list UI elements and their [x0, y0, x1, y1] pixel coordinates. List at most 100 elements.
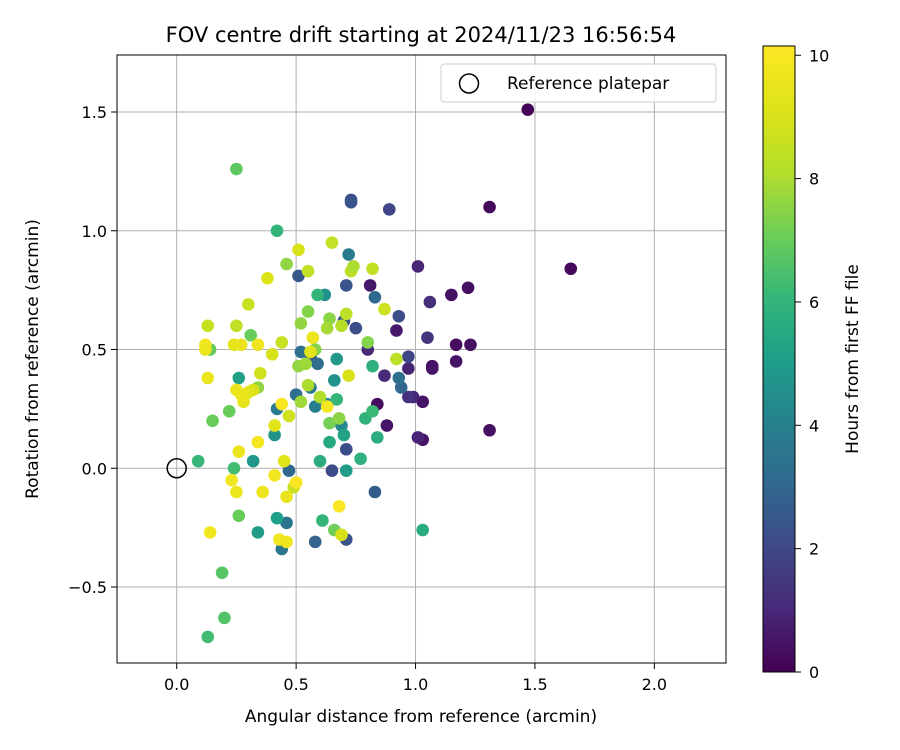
- data-point: [390, 352, 403, 366]
- reference-legend-marker: [458, 73, 480, 94]
- data-point: [299, 357, 312, 371]
- data-point: [277, 454, 291, 468]
- data-point: [392, 371, 406, 385]
- data-point: [282, 464, 296, 477]
- y-axis-label: Rotation from reference (arcmin): [23, 219, 43, 499]
- data-point: [521, 103, 535, 116]
- data-point: [294, 345, 308, 359]
- data-point: [218, 611, 231, 625]
- data-point: [316, 514, 329, 527]
- data-point: [323, 312, 336, 325]
- y-tick-label: 1.0: [82, 222, 107, 241]
- data-point: [227, 461, 241, 475]
- data-point: [354, 452, 367, 466]
- data-point: [280, 257, 293, 271]
- data-point: [392, 309, 406, 323]
- data-point: [382, 203, 396, 216]
- data-point: [251, 435, 265, 449]
- colorbar-tick-label: 4: [809, 416, 819, 435]
- chart-title: FOV centre drift starting at 2024/11/23 …: [166, 23, 677, 47]
- y-tick-label: 0.0: [82, 459, 107, 478]
- data-point: [201, 630, 215, 644]
- colorbar-label: Hours from first FF file: [843, 264, 863, 454]
- data-point: [449, 355, 463, 368]
- grid: [117, 55, 726, 663]
- reference-platepar-marker: [166, 458, 187, 479]
- data-point: [320, 400, 334, 413]
- data-point: [368, 290, 382, 304]
- data-point: [339, 279, 353, 292]
- data-point: [201, 319, 215, 333]
- data-point: [483, 200, 496, 214]
- data-point: [363, 279, 377, 292]
- data-point: [232, 509, 246, 523]
- data-point: [342, 369, 355, 382]
- data-point: [308, 535, 322, 549]
- data-point: [332, 412, 346, 425]
- x-tick-label: 0.5: [283, 675, 308, 694]
- data-point: [380, 419, 394, 432]
- data-point: [280, 490, 293, 504]
- colorbar-frame: [762, 45, 796, 673]
- data-point: [242, 298, 255, 311]
- data-point: [330, 393, 344, 406]
- data-point: [206, 414, 219, 428]
- data-point: [246, 454, 260, 468]
- data-point: [339, 442, 353, 456]
- data-point: [394, 381, 408, 394]
- data-point: [282, 409, 296, 423]
- data-point: [215, 566, 229, 580]
- data-point: [268, 428, 281, 442]
- data-point: [342, 248, 355, 261]
- data-point: [311, 357, 324, 371]
- data-point: [335, 528, 348, 542]
- data-point: [199, 343, 212, 356]
- data-point: [301, 264, 315, 278]
- y-tick-label: 1.5: [82, 103, 107, 122]
- data-point: [232, 371, 246, 385]
- colorbar-tick-label: 10: [809, 46, 829, 65]
- data-point: [483, 423, 496, 437]
- data-point: [308, 400, 322, 413]
- colorbar-tick-label: 2: [809, 540, 819, 559]
- data-point: [330, 352, 344, 366]
- data-point: [464, 338, 477, 352]
- data-point: [292, 243, 305, 257]
- x-axis-ticks: 0.0 0.5 1.0 1.5 2.0: [164, 663, 667, 694]
- data-point: [292, 269, 305, 283]
- data-point: [325, 236, 339, 249]
- data-point: [366, 262, 379, 276]
- data-point: [461, 281, 475, 295]
- data-point: [270, 511, 284, 525]
- data-point: [230, 162, 243, 176]
- data-point: [301, 378, 315, 392]
- data-point: [390, 324, 403, 337]
- plot-frame: [116, 54, 727, 664]
- data-point: [280, 516, 293, 530]
- data-point: [251, 526, 265, 539]
- data-point: [201, 371, 215, 385]
- x-tick-label: 1.0: [403, 675, 428, 694]
- data-point: [323, 416, 336, 430]
- y-axis-ticks: −0.5 0.0 0.5 1.0 1.5: [68, 103, 117, 597]
- x-tick-label: 0.0: [164, 675, 189, 694]
- data-point: [230, 383, 243, 397]
- data-point: [261, 271, 274, 285]
- y-tick-label: 0.5: [82, 341, 107, 360]
- data-point: [349, 321, 363, 335]
- data-point: [234, 338, 248, 352]
- data-point: [335, 319, 348, 333]
- colorbar-tick-label: 8: [809, 170, 819, 189]
- data-point: [313, 454, 327, 468]
- data-point: [411, 431, 425, 444]
- data-point: [423, 295, 437, 309]
- data-point: [294, 395, 308, 409]
- data-point: [421, 331, 434, 344]
- data-point: [256, 485, 269, 499]
- data-point: [244, 328, 258, 342]
- data-point: [325, 464, 339, 477]
- colorbar-ticks: 0 2 4 6 8 10: [795, 46, 829, 682]
- colorbar-tick-label: 6: [809, 293, 819, 312]
- data-point: [268, 419, 281, 432]
